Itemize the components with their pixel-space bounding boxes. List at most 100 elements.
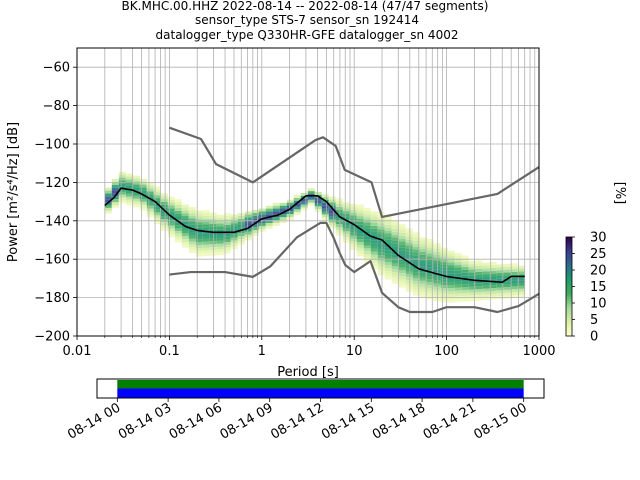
heat-cell [328,225,336,229]
heat-cell [118,174,126,178]
heat-cell [258,208,266,212]
heat-cell [398,253,406,256]
heat-cell [496,270,504,274]
y-tick-label: −80 [43,99,70,114]
heat-cell [139,198,147,202]
heat-cell [104,193,112,197]
heat-cell [384,259,392,263]
heat-cell [111,190,119,194]
heat-cell [167,205,175,209]
heat-cell [342,208,350,212]
heat-cell [419,280,427,284]
heat-cell [419,286,427,290]
heat-cell [398,230,406,233]
heat-cell [391,277,399,281]
heat-cell [181,218,189,222]
heat-cell [440,296,448,300]
heat-cell [146,208,154,212]
heat-cell [160,210,168,214]
heat-cell [251,210,259,213]
heat-cell [104,207,112,211]
heat-cell [426,290,434,294]
heat-cell [517,291,525,295]
colorbar-tick-label: 0 [590,330,598,345]
heat-cell [384,256,392,260]
heat-cell [384,224,392,228]
heat-cell [181,244,189,248]
colorbar-tick-label: 30 [590,231,607,246]
heat-cell [272,205,280,209]
heat-cell [167,222,175,226]
heat-cell [167,208,175,212]
heat-cell [125,185,133,189]
heat-cell [412,261,420,264]
heat-cell [363,254,371,257]
heat-cell [153,212,161,216]
heat-cell [377,243,385,247]
heat-cell [377,263,385,267]
heat-cell [314,191,322,195]
title-line-1: BK.MHC.00.HHZ 2022-08-14 -- 2022-08-14 (… [122,0,489,13]
y-tick-label: −120 [34,176,70,191]
heat-cell [321,194,329,198]
heat-cell [405,271,413,275]
heat-cell [363,222,371,226]
heat-cell [447,256,455,260]
heat-cell [202,227,210,231]
heat-cell [426,239,434,242]
heat-cell [370,251,378,255]
heat-cell [139,207,147,211]
series-line-nlnm-lower [169,221,540,314]
heat-cell [398,278,406,282]
heat-cell [461,281,469,285]
heat-cell [510,272,518,275]
heat-cell [167,234,175,238]
heat-cell [349,209,357,213]
heat-cell [349,244,357,248]
heat-cell [391,228,399,232]
heat-cell [174,239,182,243]
y-tick-label: −160 [34,253,70,268]
heat-cell [216,223,224,227]
heat-cell [244,217,252,221]
heat-cell [377,223,385,227]
heat-cell [503,275,511,279]
heat-cell [223,218,231,222]
heat-cell [398,284,406,288]
heat-cell [412,252,420,256]
heat-cell [433,254,441,258]
heat-cell [412,263,420,267]
heat-cell [356,210,364,214]
heat-cell [454,279,462,282]
heat-cell [447,279,455,283]
heat-cell [286,208,294,212]
heat-cell [328,222,336,226]
heat-cell [363,213,371,217]
heat-cell [321,202,329,206]
heat-cell [398,232,406,236]
heat-cell [132,175,140,179]
heat-cell [447,296,455,300]
heat-cell [426,259,434,263]
heat-cell [384,273,392,277]
heat-cell [202,221,210,225]
heat-cell [461,298,469,302]
heat-cell [279,220,287,223]
heat-cell [384,276,392,280]
heat-cell [181,239,189,242]
heat-cell [349,235,357,239]
heat-cell [307,188,315,192]
heat-cell [384,253,392,257]
heat-cell [272,202,280,206]
heat-cell [412,281,420,285]
heat-cell [440,285,448,288]
heat-cell [356,244,364,248]
heat-cell [195,245,203,249]
heat-cell [405,262,413,266]
heat-cell [419,266,427,270]
heat-cell [251,233,259,236]
heat-cell [384,221,392,225]
heat-cell [440,276,448,280]
heat-cell [251,230,259,234]
